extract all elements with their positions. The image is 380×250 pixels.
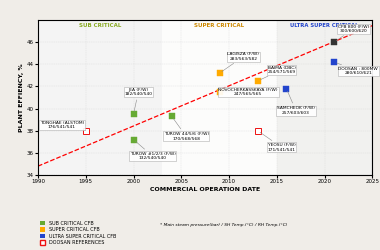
Text: SUB CRITICAL: SUB CRITICAL	[79, 23, 121, 28]
Text: YEOSU (F/W)
171/541/541: YEOSU (F/W) 171/541/541	[260, 132, 296, 152]
Legend: SUB CRITICAL CFB, SUPER CRITICAL CFB, ULTRA SUPER CRITICAL CFB, DOOSAN REFERENCE: SUB CRITICAL CFB, SUPER CRITICAL CFB, UL…	[40, 221, 117, 245]
Text: TONGHAE (ALSTOM)
176/541/541: TONGHAE (ALSTOM) 176/541/541	[40, 121, 86, 131]
Bar	[277, 20, 372, 175]
Text: BAIMA (DBC)
254/571/569: BAIMA (DBC) 254/571/569	[260, 66, 296, 80]
Text: SUPER CRITICAL: SUPER CRITICAL	[195, 23, 245, 28]
Text: DOOSAN : 800MW
280/610/621: DOOSAN : 800MW 280/610/621	[337, 63, 378, 75]
Y-axis label: PLANT EFFIENCY, %: PLANT EFFIENCY, %	[19, 63, 24, 132]
Text: ULTRA SUPER CRITICAL: ULTRA SUPER CRITICAL	[290, 23, 359, 28]
Text: JEA (F/W)
182/540/540: JEA (F/W) 182/540/540	[124, 88, 152, 112]
Text: NOVOCHERKASSKAYA (F/W)
247/565/565: NOVOCHERKASSKAYA (F/W) 247/565/565	[218, 88, 278, 96]
Text: * Main steam pressure(bar) / SH Temp.(°C) / RH Temp.(°C): * Main steam pressure(bar) / SH Temp.(°C…	[160, 223, 287, 227]
Text: CFB 800 (F/W)
300/600/620: CFB 800 (F/W) 300/600/620	[336, 24, 369, 40]
X-axis label: COMMERCIAL OPERATION DATE: COMMERCIAL OPERATION DATE	[150, 187, 260, 192]
Bar	[162, 20, 277, 175]
Text: TUROW 44/5/6 (F/W)
170/568/568: TUROW 44/5/6 (F/W) 170/568/568	[163, 118, 209, 141]
Text: LAGISZA (F/W)
283/563/582: LAGISZA (F/W) 283/563/582	[222, 52, 260, 72]
Text: SAMCHEOK (F/W)
257/603/603: SAMCHEOK (F/W) 257/603/603	[277, 91, 315, 115]
Bar	[38, 20, 162, 175]
Text: TUROW #1/2/3 (F/W)
132/540/540: TUROW #1/2/3 (F/W) 132/540/540	[130, 142, 176, 161]
